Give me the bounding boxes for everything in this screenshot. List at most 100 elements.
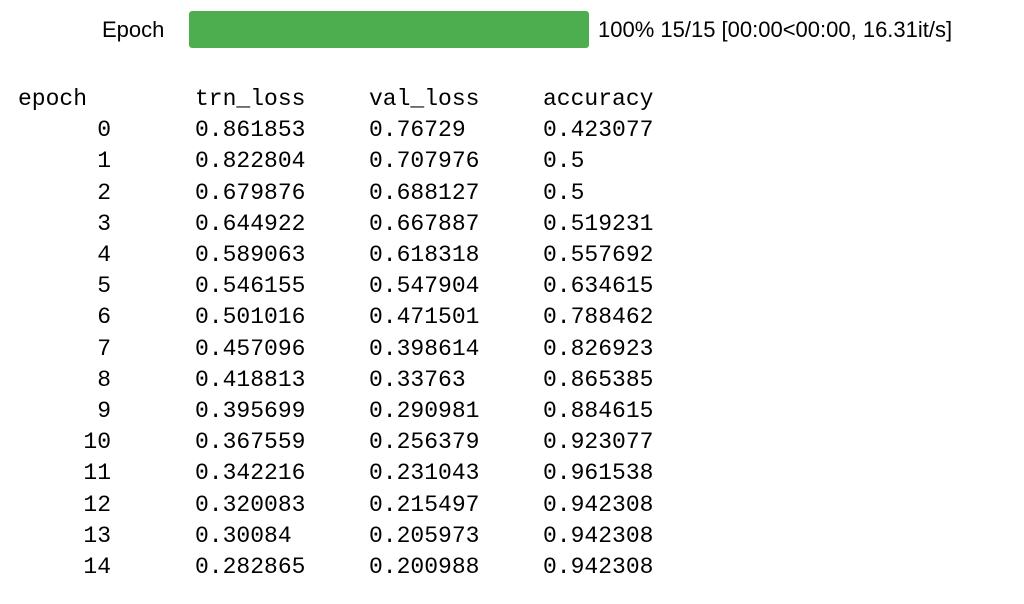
progress-label: Epoch (102, 17, 165, 42)
training-log-table: epoch trn_loss val_loss accuracy 0 0.8618… (18, 84, 683, 583)
table-row: 7 0.457096 0.398614 0.826923 (18, 334, 683, 365)
cell-spacer (111, 178, 195, 209)
progress-bar-row: Epoch 100% 15/15 [00:00<00:00, 16.31it/s… (0, 10, 1024, 50)
cell-accuracy: 0.5 (543, 148, 585, 175)
table-row: 13 0.30084 0.205973 0.942308 (18, 521, 683, 552)
cell-epoch: 1 (97, 148, 111, 175)
cell-val-loss: 0.398614 (369, 335, 480, 362)
cell-trn-loss: 0.342216 (195, 460, 306, 487)
table-row: 1 0.822804 0.707976 0.5 (18, 146, 683, 177)
cell-epoch: 0 (97, 117, 111, 144)
cell-accuracy: 0.826923 (543, 335, 654, 362)
cell-val-loss: 0.688127 (369, 179, 480, 206)
cell-trn-loss: 0.822804 (195, 148, 306, 175)
cell-spacer (111, 489, 195, 520)
cell-val-loss: 0.707976 (369, 148, 480, 175)
cell-trn-loss: 0.367559 (195, 429, 306, 456)
progress-track (189, 11, 589, 48)
cell-trn-loss: 0.457096 (195, 335, 306, 362)
table-row: 8 0.418813 0.33763 0.865385 (18, 365, 683, 396)
table-body: 0 0.861853 0.76729 0.423077 1 0.822804 0.70797… (18, 115, 683, 583)
cell-trn-loss: 0.501016 (195, 304, 306, 331)
table-row: 6 0.501016 0.471501 0.788462 (18, 302, 683, 333)
cell-epoch: 7 (97, 335, 111, 362)
cell-epoch: 4 (97, 242, 111, 269)
table-header-row: epoch trn_loss val_loss accuracy (18, 84, 683, 115)
table-row: 3 0.644922 0.667887 0.519231 (18, 209, 683, 240)
cell-spacer (111, 396, 195, 427)
cell-accuracy: 0.865385 (543, 366, 654, 393)
cell-spacer (111, 552, 195, 583)
header-val-loss: val_loss (369, 86, 480, 113)
progress-status: 100% 15/15 [00:00<00:00, 16.31it/s] (598, 17, 953, 42)
cell-trn-loss: 0.30084 (195, 522, 292, 549)
cell-val-loss: 0.290981 (369, 397, 480, 424)
cell-accuracy: 0.557692 (543, 242, 654, 269)
cell-spacer (111, 271, 195, 302)
cell-spacer (111, 146, 195, 177)
cell-spacer (111, 458, 195, 489)
cell-accuracy: 0.942308 (543, 491, 654, 518)
cell-epoch: 10 (83, 429, 111, 456)
cell-epoch: 5 (97, 273, 111, 300)
cell-trn-loss: 0.644922 (195, 210, 306, 237)
cell-accuracy: 0.923077 (543, 429, 654, 456)
cell-val-loss: 0.471501 (369, 304, 480, 331)
cell-val-loss: 0.231043 (369, 460, 480, 487)
cell-val-loss: 0.256379 (369, 429, 480, 456)
cell-val-loss: 0.618318 (369, 242, 480, 269)
cell-val-loss: 0.76729 (369, 117, 466, 144)
cell-spacer (111, 115, 195, 146)
table-row: 9 0.395699 0.290981 0.884615 (18, 396, 683, 427)
cell-spacer (111, 365, 195, 396)
cell-epoch: 3 (97, 210, 111, 237)
table-row: 2 0.679876 0.688127 0.5 (18, 178, 683, 209)
table-row: 5 0.546155 0.547904 0.634615 (18, 271, 683, 302)
cell-epoch: 6 (97, 304, 111, 331)
table-row: 10 0.367559 0.256379 0.923077 (18, 427, 683, 458)
progress-fill (189, 11, 589, 48)
table-row: 0 0.861853 0.76729 0.423077 (18, 115, 683, 146)
cell-epoch: 14 (83, 553, 111, 580)
cell-val-loss: 0.547904 (369, 273, 480, 300)
cell-accuracy: 0.961538 (543, 460, 654, 487)
cell-spacer (111, 521, 195, 552)
cell-accuracy: 0.423077 (543, 117, 654, 144)
cell-spacer (111, 427, 195, 458)
cell-spacer (111, 240, 195, 271)
cell-spacer (111, 302, 195, 333)
table-row: 4 0.589063 0.618318 0.557692 (18, 240, 683, 271)
cell-trn-loss: 0.679876 (195, 179, 306, 206)
cell-trn-loss: 0.589063 (195, 242, 306, 269)
header-trn-loss: trn_loss (195, 86, 306, 113)
header-spacer (111, 84, 195, 115)
header-epoch: epoch (18, 86, 88, 113)
cell-val-loss: 0.205973 (369, 522, 480, 549)
cell-epoch: 2 (97, 179, 111, 206)
header-accuracy: accuracy (543, 86, 654, 113)
cell-trn-loss: 0.861853 (195, 117, 306, 144)
cell-accuracy: 0.884615 (543, 397, 654, 424)
cell-accuracy: 0.942308 (543, 553, 654, 580)
cell-trn-loss: 0.282865 (195, 553, 306, 580)
cell-trn-loss: 0.418813 (195, 366, 306, 393)
cell-spacer (111, 334, 195, 365)
cell-trn-loss: 0.546155 (195, 273, 306, 300)
cell-accuracy: 0.5 (543, 179, 585, 206)
cell-accuracy: 0.634615 (543, 273, 654, 300)
cell-trn-loss: 0.395699 (195, 397, 306, 424)
cell-accuracy: 0.519231 (543, 210, 654, 237)
table-row: 11 0.342216 0.231043 0.961538 (18, 458, 683, 489)
cell-epoch: 13 (83, 522, 111, 549)
table-row: 12 0.320083 0.215497 0.942308 (18, 489, 683, 520)
cell-accuracy: 0.942308 (543, 522, 654, 549)
cell-val-loss: 0.200988 (369, 553, 480, 580)
cell-epoch: 8 (97, 366, 111, 393)
table-row: 14 0.282865 0.200988 0.942308 (18, 552, 683, 583)
cell-trn-loss: 0.320083 (195, 491, 306, 518)
cell-epoch: 12 (83, 491, 111, 518)
cell-accuracy: 0.788462 (543, 304, 654, 331)
cell-epoch: 9 (97, 397, 111, 424)
cell-val-loss: 0.215497 (369, 491, 480, 518)
cell-val-loss: 0.667887 (369, 210, 480, 237)
